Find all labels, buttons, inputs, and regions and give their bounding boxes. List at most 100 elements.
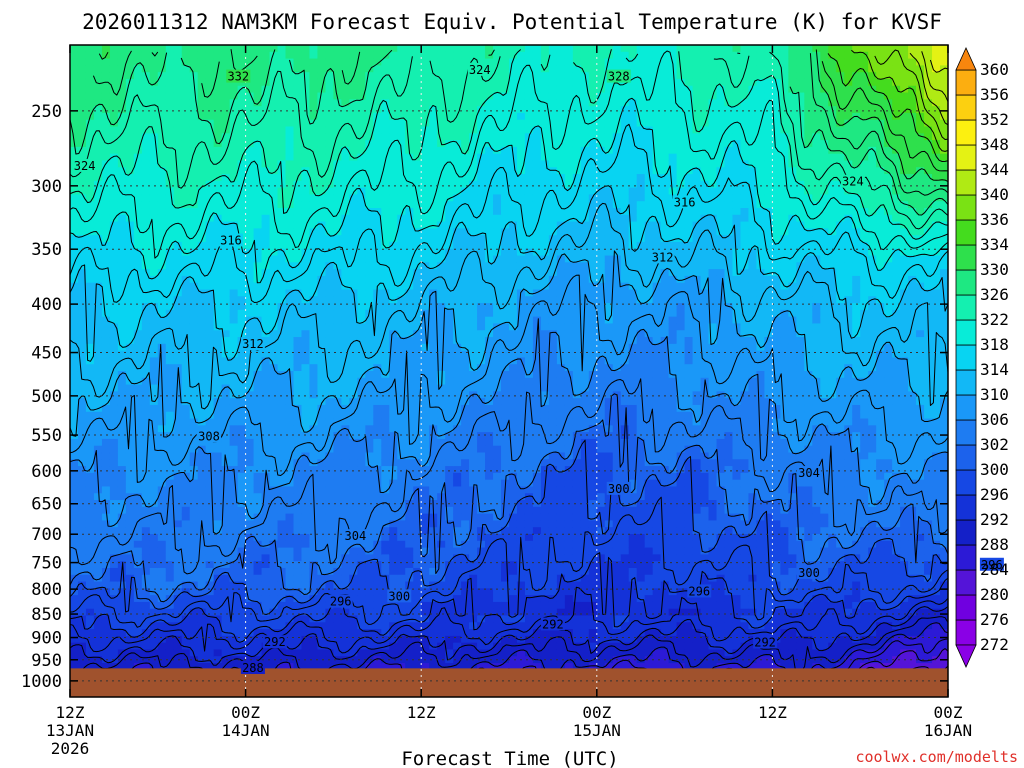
field-cell [309, 85, 319, 94]
field-cell [157, 112, 167, 121]
field-cell [165, 85, 175, 94]
field-cell [85, 384, 95, 392]
field-cell [213, 384, 223, 392]
field-cell [461, 595, 470, 603]
field-cell [101, 221, 111, 229]
field-cell [221, 615, 231, 623]
field-cell [437, 133, 446, 141]
field-cell [437, 65, 446, 73]
field-cell [237, 506, 247, 515]
field-cell [157, 364, 167, 372]
field-cell [165, 309, 175, 318]
field-cell [389, 214, 398, 223]
field-cell [133, 309, 143, 318]
field-cell [357, 106, 366, 114]
field-cell [293, 85, 303, 94]
field-cell [445, 411, 454, 420]
field-cell [77, 208, 87, 216]
field-cell [93, 208, 103, 216]
field-cell [149, 663, 159, 671]
field-cell [141, 119, 151, 128]
field-cell [157, 119, 167, 128]
field-cell [117, 323, 127, 331]
field-cell [141, 357, 151, 365]
field-cell [133, 119, 143, 128]
field-cell [389, 438, 398, 447]
field-cell [173, 282, 183, 291]
field-cell [109, 275, 119, 284]
field-cell [317, 194, 327, 202]
field-cell [461, 92, 470, 100]
field-cell [221, 51, 231, 60]
field-cell [245, 608, 255, 617]
field-cell [205, 65, 215, 73]
field-cell [421, 255, 430, 263]
field-cell [165, 391, 175, 399]
field-cell [189, 622, 199, 630]
field-cell [269, 303, 279, 311]
field-cell [197, 540, 207, 549]
field-cell [93, 262, 103, 270]
field-cell [189, 649, 199, 657]
field-cell [373, 126, 382, 134]
field-cell [317, 316, 327, 325]
field-cell [269, 126, 279, 134]
field-cell [349, 146, 358, 155]
field-cell [109, 398, 119, 406]
field-cell [173, 391, 183, 399]
field-cell [229, 364, 239, 372]
field-cell [397, 106, 406, 114]
field-cell [461, 119, 470, 128]
field-cell [197, 58, 207, 66]
field-cell [77, 350, 87, 359]
field-cell [70, 377, 79, 386]
field-cell [453, 275, 462, 284]
field-cell [189, 438, 199, 447]
field-cell [437, 629, 446, 637]
field-cell [221, 45, 231, 53]
field-cell [405, 472, 414, 481]
field-cell [365, 106, 374, 114]
field-cell [301, 466, 311, 474]
field-cell [101, 58, 111, 66]
field-cell [461, 622, 470, 630]
field-cell [309, 214, 319, 223]
field-cell [445, 343, 454, 352]
field-cell [93, 574, 103, 583]
field-cell [133, 187, 143, 196]
field-cell [389, 221, 398, 229]
field-cell [461, 241, 470, 250]
field-cell [301, 262, 311, 270]
field-cell [349, 520, 358, 528]
field-cell [269, 92, 279, 100]
field-cell [253, 554, 263, 562]
field-cell [413, 208, 422, 216]
field-cell [85, 241, 95, 250]
field-cell [277, 221, 287, 229]
field-cell [85, 309, 95, 318]
field-cell [141, 78, 151, 87]
field-cell [157, 411, 167, 420]
field-cell [405, 350, 414, 359]
field-cell [189, 608, 199, 617]
field-cell [453, 432, 462, 440]
field-cell [173, 112, 183, 121]
field-cell [453, 51, 462, 60]
field-cell [293, 527, 303, 535]
field-cell [405, 425, 414, 433]
field-cell [437, 567, 446, 576]
field-cell [93, 174, 103, 182]
field-cell [461, 187, 470, 196]
field-cell [77, 112, 87, 121]
field-cell [453, 418, 462, 426]
field-cell [277, 133, 287, 141]
field-cell [453, 316, 462, 325]
field-cell [277, 126, 287, 134]
field-cell [141, 146, 151, 155]
field-cell [197, 615, 207, 623]
field-cell [277, 337, 287, 345]
field-cell [93, 323, 103, 331]
field-cell [381, 228, 390, 236]
field-cell [381, 180, 390, 189]
